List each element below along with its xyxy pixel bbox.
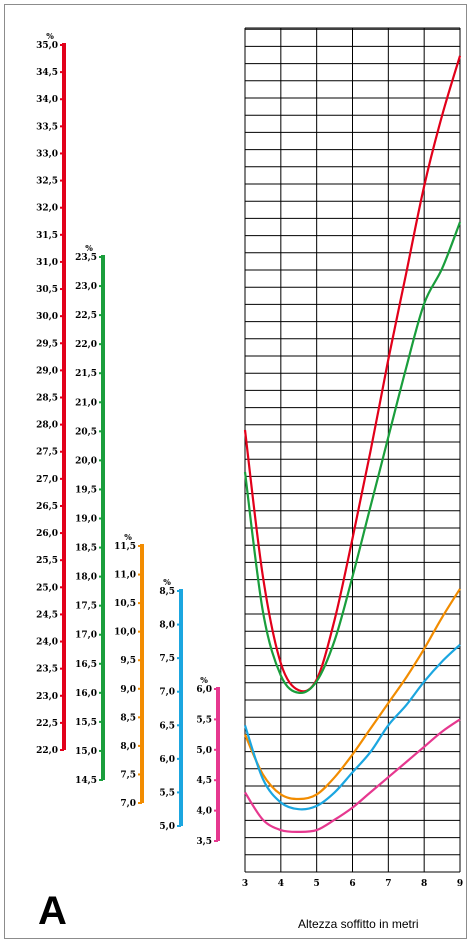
scale-tick-label: 29,5 (36, 339, 58, 349)
x-tick-label: 6 (349, 879, 355, 889)
scale-tick-label: 23,0 (75, 282, 97, 292)
scale-tick-label: 10,5 (114, 599, 136, 609)
scale-tick-label: 21,0 (75, 398, 97, 408)
scale-tick-label: 27,0 (36, 475, 58, 485)
scale-tick-label: 25,0 (36, 583, 58, 593)
scale-tick-label: 17,0 (75, 631, 97, 641)
scale-tick-label: 31,0 (36, 258, 58, 268)
series-line (243, 588, 461, 801)
scale-tick-label: 7,0 (120, 799, 136, 809)
scale-tick-label: 26,5 (36, 502, 58, 512)
x-axis-label: Altezza soffitto in metri (298, 917, 419, 931)
series-line (244, 718, 461, 834)
scale-tick-label: 15,0 (75, 747, 97, 757)
scale-unit-label: % (46, 31, 54, 41)
scale-tick-label: 26,0 (36, 529, 58, 539)
scale-tick-label: 27,5 (36, 448, 58, 458)
scale-tick-label: 34,5 (36, 68, 58, 78)
scale-tick-label: 32,5 (36, 177, 58, 187)
scale-unit-label: % (85, 243, 93, 253)
series-line (243, 221, 462, 695)
series-line (243, 55, 462, 693)
scale-tick-label: 25,5 (36, 556, 58, 566)
scale-tick-label: 4,5 (196, 776, 212, 786)
series-lines (243, 55, 462, 834)
scale-tick-label: 22,5 (36, 719, 58, 729)
scale-tick-label: 17,5 (75, 602, 97, 612)
scale-tick-label: 18,5 (75, 544, 97, 554)
scale-tick-label: 19,5 (75, 485, 97, 495)
x-tick-label: 7 (385, 879, 391, 889)
x-tick-label: 9 (457, 879, 463, 889)
scale-tick-label: 16,5 (75, 660, 97, 670)
scale-tick-label: 34,0 (36, 95, 58, 105)
scale-tick-label: 9,5 (120, 656, 136, 666)
chart-frame (4, 4, 467, 939)
scale-tick-label: 33,5 (36, 122, 58, 132)
scale-tick-label: 29,0 (36, 366, 58, 376)
scale-tick-label: 15,5 (75, 718, 97, 728)
scale-tick-label: 5,0 (159, 822, 175, 832)
x-tick-label: 4 (278, 879, 284, 889)
scale-tick-label: 22,0 (36, 746, 58, 756)
scale-tick-label: 7,5 (159, 654, 175, 664)
color-scales: 22,0 22,5 23,0 23,5 24,0 24,5 25,0 25,5 26,0 26,5… (36, 31, 220, 847)
scale-tick-label: 33,0 (36, 149, 58, 159)
scale-tick-label: 20,5 (75, 427, 97, 437)
scale-tick-label: 11,0 (114, 571, 136, 581)
scale-tick-label: 7,5 (120, 770, 136, 780)
scale-tick-label: 24,0 (36, 638, 58, 648)
scale-tick-label: 28,0 (36, 421, 58, 431)
scale-tick-label: 23,5 (75, 253, 97, 263)
scale-tick-label: 5,0 (196, 746, 212, 756)
scale-tick-label: 31,5 (36, 231, 58, 241)
scale-tick-label: 9,0 (120, 685, 136, 695)
scale-tick-label: 35,0 (36, 41, 58, 51)
series-line (243, 643, 461, 811)
x-tick-label: 5 (314, 879, 320, 889)
scale-tick-label: 20,0 (75, 456, 97, 466)
scale-tick-label: 6,0 (159, 755, 175, 765)
scale-tick-label: 8,0 (159, 621, 175, 631)
scale-tick-label: 30,0 (36, 312, 58, 322)
x-tick-label: 8 (421, 879, 427, 889)
scale-tick-label: 19,0 (75, 515, 97, 525)
scale-unit-label: % (124, 532, 132, 542)
panel-label: A (38, 889, 67, 933)
scale-tick-label: 8,5 (120, 713, 136, 723)
scale-tick-label: 32,0 (36, 204, 58, 214)
scale-tick-label: 18,0 (75, 573, 97, 583)
scale-tick-label: 11,5 (114, 542, 136, 552)
scale-tick-label: 6,0 (196, 685, 212, 695)
scale-tick-label: 14,5 (75, 776, 97, 786)
scale-tick-label: 30,5 (36, 285, 58, 295)
scale-tick-label: 6,5 (159, 721, 175, 731)
scale-tick-label: 5,5 (159, 788, 175, 798)
scale-tick-label: 23,0 (36, 692, 58, 702)
scale-tick-label: 24,5 (36, 610, 58, 620)
scale-tick-label: 5,5 (196, 715, 212, 725)
scale-tick-label: 4,0 (196, 807, 212, 817)
scale-tick-label: 21,5 (75, 369, 97, 379)
scale-tick-label: 16,0 (75, 689, 97, 699)
plot-grid (244, 27, 461, 873)
scale-tick-label: 22,5 (75, 311, 97, 321)
scale-unit-label: % (200, 675, 208, 685)
scale-tick-label: 28,5 (36, 394, 58, 404)
scale-tick-label: 10,0 (114, 628, 136, 638)
scale-tick-label: 3,5 (196, 837, 212, 847)
scale-tick-label: 22,0 (75, 340, 97, 350)
scale-tick-label: 8,0 (120, 742, 136, 752)
scale-tick-label: 7,0 (159, 688, 175, 698)
scale-tick-label: 23,5 (36, 665, 58, 675)
x-axis: 3 4 5 6 7 8 9 (242, 879, 463, 889)
x-tick-label: 3 (242, 879, 248, 889)
scale-tick-label: 8,5 (159, 587, 175, 597)
scale-unit-label: % (163, 577, 171, 587)
